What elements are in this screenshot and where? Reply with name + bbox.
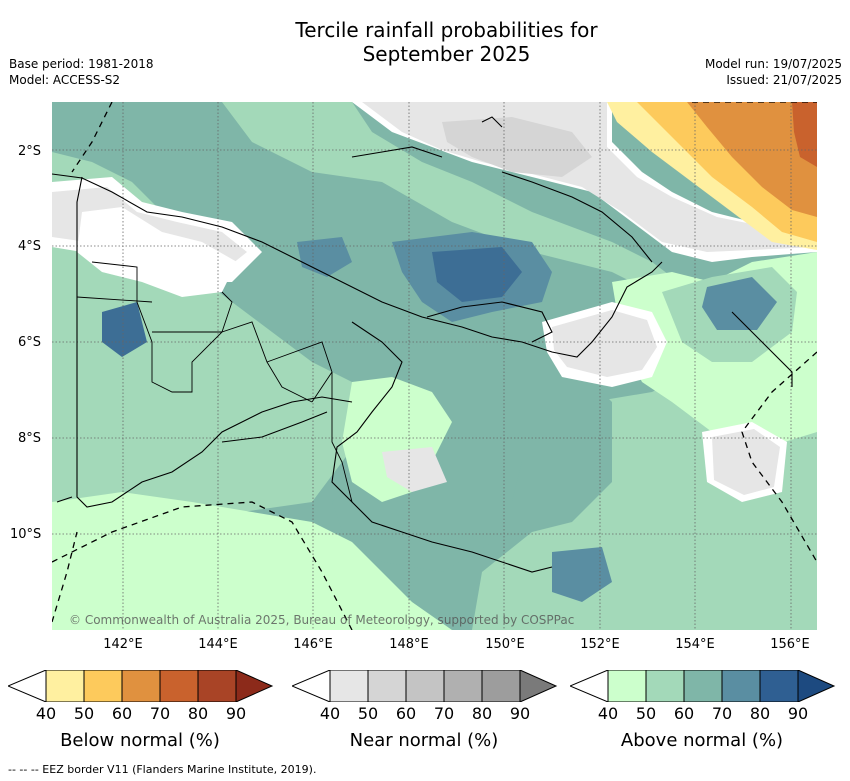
lat-label-10s: 10°S: [10, 527, 42, 542]
below-tick-60: 60: [111, 704, 133, 723]
above-tick-40: 40: [597, 704, 619, 723]
province-borders: [76, 261, 353, 503]
below-cbar-seg-4: [159, 670, 199, 702]
above-cbar-high-tip: [797, 670, 836, 702]
copyright-notice: © Commonwealth of Australia 2025, Bureau…: [69, 613, 575, 627]
near-tick-60: 60: [395, 704, 417, 723]
above-cbar-low-tip: [570, 670, 609, 702]
colorbar-near: [292, 670, 558, 702]
above-80-peak: [432, 247, 522, 302]
model-name: Model: ACCESS-S2: [9, 73, 121, 87]
below-normal-label: Below normal (%): [60, 730, 220, 751]
title-line-1: Tercile rainfall probabilities for: [295, 18, 598, 42]
near-tick-50: 50: [357, 704, 379, 723]
issued-date: Issued: 21/07/2025: [726, 73, 842, 87]
above-80-west: [297, 237, 352, 277]
lat-label-4s: 4°S: [18, 239, 42, 254]
above-70-east: [702, 277, 777, 330]
above-tick-80: 80: [749, 704, 771, 723]
below-tick-70: 70: [149, 704, 171, 723]
above-80-southwest: [102, 302, 147, 357]
below-cbar-seg-1: [45, 670, 85, 702]
below-60-northeast: [687, 102, 817, 217]
near-tick-90: 90: [509, 704, 531, 723]
below-tick-90: 90: [225, 704, 247, 723]
lat-label-6s: 6°S: [18, 335, 42, 350]
above-tick-90: 90: [787, 704, 809, 723]
below-cbar-seg-5: [197, 670, 237, 702]
above-tick-60: 60: [673, 704, 695, 723]
near-50-mid: [552, 310, 657, 377]
below-70-northeast: [792, 102, 817, 167]
near-cbar-seg-1: [329, 670, 369, 702]
near-tick-80: 80: [471, 704, 493, 723]
below-tick-40: 40: [35, 704, 57, 723]
above-50-south: [52, 492, 452, 630]
lon-label-148e: 148°E: [389, 637, 429, 652]
neutral-highlands: [77, 207, 237, 297]
base-period: Base period: 1981-2018: [9, 57, 154, 71]
near-cbar-seg-4: [443, 670, 483, 702]
lon-label-152e: 152°E: [580, 637, 620, 652]
lat-label-2s: 2°S: [18, 144, 42, 159]
near-50-southeast: [712, 429, 780, 495]
near-cbar-seg-3: [405, 670, 445, 702]
near-cbar-seg-2: [367, 670, 407, 702]
meta-left: Base period: 1981-2018 Model: ACCESS-S2: [9, 56, 154, 88]
above-cbar-seg-5: [759, 670, 799, 702]
below-cbar-high-tip: [235, 670, 274, 702]
eez-border: [52, 102, 817, 630]
above-normal-label: Above normal (%): [620, 730, 784, 751]
below-tick-50: 50: [73, 704, 95, 723]
meta-right: Model run: 19/07/2025 Issued: 21/07/2025: [705, 56, 842, 88]
model-run: Model run: 19/07/2025: [704, 57, 842, 71]
colorbar-above: [570, 670, 836, 702]
lat-label-8s: 8°S: [18, 431, 42, 446]
lon-label-154e: 154°E: [675, 637, 715, 652]
lon-label-142e: 142°E: [103, 637, 143, 652]
near-50-central: [382, 447, 447, 492]
above-cbar-seg-4: [721, 670, 761, 702]
near-tick-70: 70: [433, 704, 455, 723]
above-cbar-seg-3: [683, 670, 723, 702]
below-cbar-seg-2: [83, 670, 123, 702]
near-cbar-high-tip: [519, 670, 558, 702]
near-60-north: [442, 117, 592, 177]
map-title: Tercile rainfall probabilities for Septe…: [0, 18, 850, 66]
eez-footnote: -- -- -- EEZ border V11 (Flanders Marine…: [8, 763, 317, 776]
lon-label-150e: 150°E: [485, 637, 525, 652]
near-tick-40: 40: [319, 704, 341, 723]
above-tick-50: 50: [635, 704, 657, 723]
graticule: [52, 102, 817, 630]
title-line-2: September 2025: [362, 42, 531, 66]
probability-map: [52, 102, 817, 630]
below-cbar-low-tip: [8, 670, 47, 702]
below-tick-80: 80: [187, 704, 209, 723]
above-tick-70: 70: [711, 704, 733, 723]
near-cbar-seg-5: [481, 670, 521, 702]
below-cbar-seg-3: [121, 670, 161, 702]
lon-label-144e: 144°E: [198, 637, 238, 652]
above-cbar-seg-1: [607, 670, 647, 702]
above-80-southeast: [552, 547, 612, 602]
lon-label-146e: 146°E: [293, 637, 333, 652]
coastlines: [52, 116, 793, 573]
colorbar-below: [8, 670, 274, 702]
above-cbar-seg-2: [645, 670, 685, 702]
near-cbar-low-tip: [292, 670, 331, 702]
near-normal-label: Near normal (%): [349, 730, 499, 751]
lon-label-156e: 156°E: [770, 637, 810, 652]
map-canvas: [52, 102, 817, 630]
